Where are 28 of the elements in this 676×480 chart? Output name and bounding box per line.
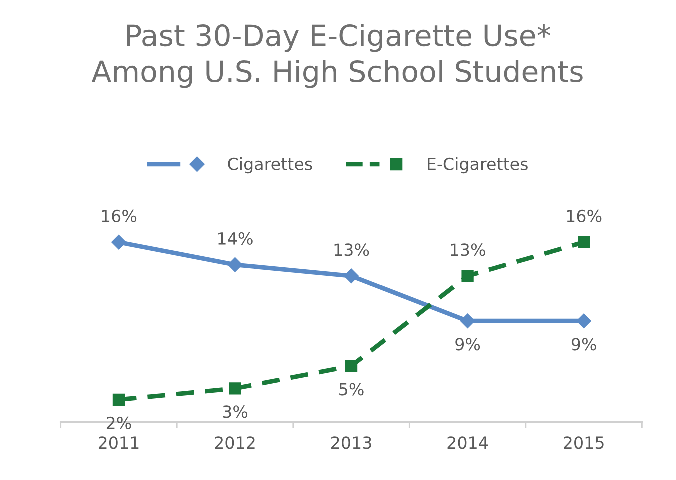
point [229, 382, 242, 395]
point [345, 360, 358, 372]
point [344, 268, 359, 284]
legend-label: Cigarettes [228, 158, 312, 174]
data-label: 14% [218, 232, 253, 246]
point [460, 314, 476, 329]
chart-title: Past 30-Day E-Cigarette Use* Among U.S. High School Students [92, 24, 583, 88]
data-label: 13% [451, 244, 486, 256]
data-label: 5% [340, 383, 364, 396]
x-tick-label: 2015 [564, 436, 604, 450]
point [112, 235, 126, 250]
data-label: 13% [334, 244, 370, 256]
data-label: 16% [567, 210, 602, 223]
point [112, 394, 126, 406]
point [462, 270, 474, 282]
data-label: 2% [106, 416, 132, 430]
point [228, 258, 243, 272]
x-tick-label: 2014 [448, 436, 488, 450]
data-label: 3% [223, 406, 248, 418]
point [576, 314, 592, 329]
data-label: 16% [102, 210, 137, 223]
data-label: 9% [572, 338, 596, 351]
x-tick-label: 2011 [98, 436, 139, 450]
x-tick-label: 2013 [332, 436, 372, 450]
point [578, 236, 590, 248]
x-tick-label: 2012 [215, 436, 255, 450]
legend-label: E-Cigarettes [428, 158, 528, 174]
data-label: 9% [456, 338, 480, 351]
